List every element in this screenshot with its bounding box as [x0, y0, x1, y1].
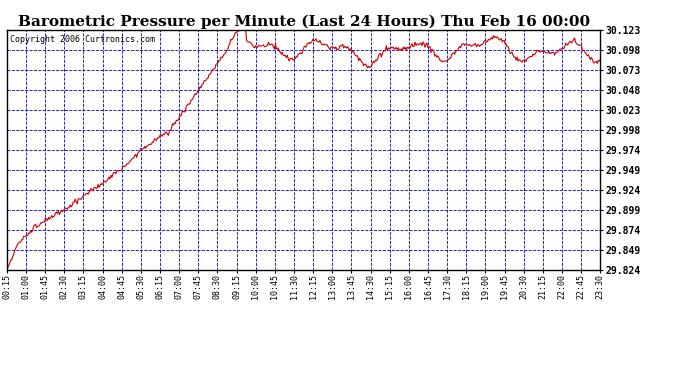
Title: Barometric Pressure per Minute (Last 24 Hours) Thu Feb 16 00:00: Barometric Pressure per Minute (Last 24 … [17, 15, 590, 29]
Text: Copyright 2006 Curtronics.com: Copyright 2006 Curtronics.com [10, 35, 155, 44]
